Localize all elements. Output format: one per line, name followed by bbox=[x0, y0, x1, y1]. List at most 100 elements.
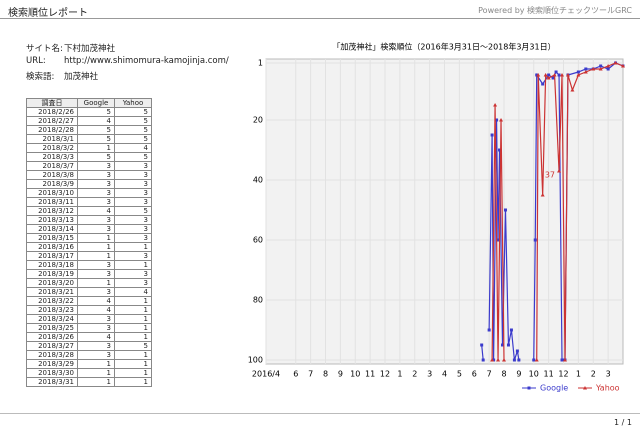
column-header: 調査日 bbox=[26, 98, 78, 108]
point bbox=[546, 76, 551, 80]
table-cell: 2018/3/24 bbox=[26, 314, 78, 324]
data-label: 37 bbox=[545, 171, 555, 180]
table-cell: 3 bbox=[77, 197, 115, 207]
point bbox=[506, 343, 510, 347]
table-cell: 1 bbox=[114, 377, 152, 387]
point bbox=[560, 73, 565, 77]
point bbox=[621, 64, 625, 68]
point bbox=[591, 67, 595, 71]
info-label: URL: bbox=[26, 56, 46, 66]
table-row: 2018/3/24 3 1 bbox=[26, 314, 152, 324]
table-cell: 1 bbox=[77, 233, 115, 243]
table-cell: 2018/3/13 bbox=[26, 215, 78, 225]
point bbox=[614, 61, 618, 65]
table-cell: 2018/3/10 bbox=[26, 188, 78, 198]
table-cell: 2018/3/11 bbox=[26, 197, 78, 207]
table-cell: 2018/3/17 bbox=[26, 251, 78, 261]
point bbox=[570, 88, 575, 92]
point bbox=[496, 358, 501, 362]
table-cell: 4 bbox=[77, 332, 115, 342]
chart-title: 「加茂神社」検索順位（2016年3月31日～2018年3月31日） bbox=[332, 42, 555, 52]
point bbox=[547, 73, 551, 77]
table-cell: 2018/3/20 bbox=[26, 278, 78, 288]
table-row: 2018/3/30 1 1 bbox=[26, 368, 152, 378]
table-cell: 5 bbox=[114, 134, 152, 144]
table-row: 2018/3/10 3 3 bbox=[26, 188, 152, 198]
table-cell: 5 bbox=[114, 125, 152, 135]
column-header: Yahoo bbox=[114, 98, 152, 108]
info-value: 下村加茂神社 bbox=[64, 44, 116, 54]
point bbox=[557, 169, 562, 173]
point bbox=[541, 82, 545, 86]
table-cell: 3 bbox=[114, 170, 152, 180]
point bbox=[566, 73, 570, 77]
table-row: 2018/3/27 3 5 bbox=[26, 341, 152, 351]
table-row: 2018/3/21 3 4 bbox=[26, 287, 152, 297]
x-tick-label: 12 bbox=[380, 370, 390, 379]
point bbox=[543, 73, 548, 77]
table-cell: 3 bbox=[77, 260, 115, 270]
table-cell: 5 bbox=[114, 206, 152, 216]
table-cell: 4 bbox=[77, 305, 115, 315]
point bbox=[495, 118, 499, 122]
table-cell: 3 bbox=[77, 224, 115, 234]
table-cell: 1 bbox=[77, 242, 115, 252]
point bbox=[534, 358, 539, 362]
table-cell: 3 bbox=[114, 224, 152, 234]
point bbox=[496, 238, 500, 242]
point bbox=[498, 148, 502, 152]
table-cell: 1 bbox=[114, 242, 152, 252]
table-cell: 2018/3/1 bbox=[26, 134, 78, 144]
point bbox=[536, 73, 541, 77]
point bbox=[576, 73, 581, 77]
table-cell: 3 bbox=[77, 269, 115, 279]
table-cell: 5 bbox=[77, 125, 115, 135]
table-cell: 5 bbox=[77, 134, 115, 144]
point bbox=[584, 67, 588, 71]
table-row: 2018/2/27 4 5 bbox=[26, 116, 152, 126]
point bbox=[554, 70, 558, 74]
point bbox=[606, 67, 610, 71]
table-cell: 4 bbox=[114, 287, 152, 297]
table-row: 2018/3/12 4 5 bbox=[26, 206, 152, 216]
table-cell: 2018/3/14 bbox=[26, 224, 78, 234]
table-cell: 3 bbox=[77, 314, 115, 324]
x-tick-label: 1 bbox=[576, 370, 581, 379]
table-cell: 1 bbox=[114, 359, 152, 369]
table-cell: 3 bbox=[114, 188, 152, 198]
table-cell: 5 bbox=[114, 116, 152, 126]
table-row: 2018/3/25 3 1 bbox=[26, 323, 152, 333]
table-cell: 2018/3/30 bbox=[26, 368, 78, 378]
table-cell: 4 bbox=[77, 296, 115, 306]
table-cell: 3 bbox=[77, 287, 115, 297]
x-tick-label: 6 bbox=[472, 370, 477, 379]
table-cell: 3 bbox=[114, 233, 152, 243]
info-value: 加茂神社 bbox=[64, 72, 99, 82]
point bbox=[481, 358, 485, 362]
table-cell: 1 bbox=[114, 296, 152, 306]
x-tick-label: 4 bbox=[442, 370, 447, 379]
point bbox=[583, 70, 588, 74]
point bbox=[515, 349, 519, 353]
point bbox=[490, 133, 494, 137]
table-cell: 3 bbox=[114, 278, 152, 288]
x-tick-label: 8 bbox=[323, 370, 328, 379]
x-tick-label: 3 bbox=[427, 370, 432, 379]
point bbox=[503, 208, 507, 212]
table-cell: 2018/3/15 bbox=[26, 233, 78, 243]
point bbox=[517, 358, 521, 362]
table-cell: 1 bbox=[77, 368, 115, 378]
x-tick-label: 12 bbox=[558, 370, 568, 379]
table-row: 2018/3/14 3 3 bbox=[26, 224, 152, 234]
info-value: http://www.shimomura-kamojinja.com/ bbox=[64, 56, 229, 66]
x-tick-label: 3 bbox=[606, 370, 611, 379]
x-tick-label: 2 bbox=[591, 370, 596, 379]
y-tick-label: 80 bbox=[253, 296, 263, 305]
table-cell: 1 bbox=[77, 143, 115, 153]
x-tick-label: 11 bbox=[365, 370, 375, 379]
legend-label: Google bbox=[540, 384, 568, 393]
table-cell: 1 bbox=[114, 260, 152, 270]
table-cell: 3 bbox=[77, 350, 115, 360]
point bbox=[499, 118, 504, 122]
point bbox=[621, 64, 625, 68]
